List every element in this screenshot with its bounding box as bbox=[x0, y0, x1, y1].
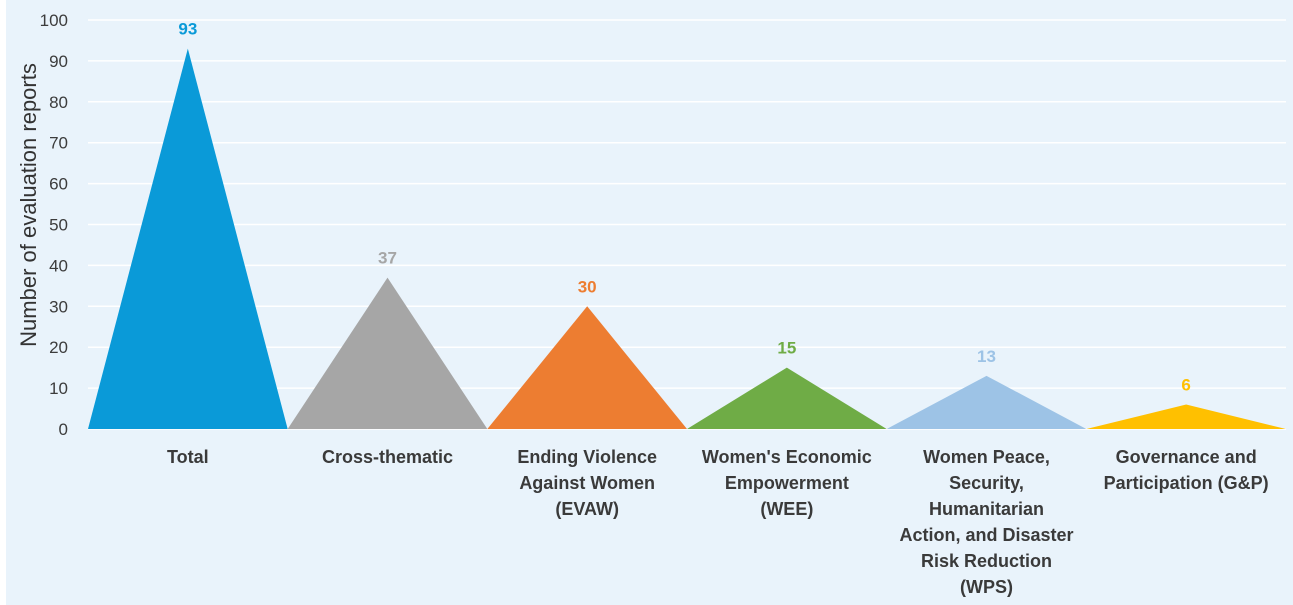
y-axis-title: Number of evaluation reports bbox=[16, 63, 41, 347]
data-label: 30 bbox=[578, 277, 597, 296]
y-tick-label: 10 bbox=[49, 379, 68, 398]
chart-area: 0 10 20 30 40 50 60 70 80 90 100 Number of evaluat… bbox=[6, 0, 1293, 605]
bar-mark bbox=[1086, 404, 1286, 429]
y-tick-label: 0 bbox=[59, 420, 68, 439]
category-label: Ending Violence Against Women (EVAW) bbox=[517, 447, 657, 519]
y-axis-ticks: 0 10 20 30 40 50 60 70 80 90 100 bbox=[40, 11, 68, 439]
bar-mark bbox=[287, 277, 488, 429]
data-label: 15 bbox=[777, 339, 796, 358]
y-tick-label: 90 bbox=[49, 52, 68, 71]
bar-mark bbox=[487, 306, 687, 429]
category-label: Women Peace, Security, Humanitarian Action,… bbox=[899, 447, 1073, 597]
data-label: 6 bbox=[1181, 375, 1190, 394]
y-tick-label: 70 bbox=[49, 134, 68, 153]
y-tick-label: 30 bbox=[49, 297, 68, 316]
y-tick-label: 60 bbox=[49, 175, 68, 194]
y-tick-label: 40 bbox=[49, 256, 68, 275]
category-labels: Total Cross-thematic Ending Violence Agains… bbox=[167, 447, 1269, 597]
y-tick-label: 100 bbox=[40, 11, 68, 30]
triangle-bar-chart: 0 10 20 30 40 50 60 70 80 90 100 Number of evaluat… bbox=[16, 11, 1286, 597]
bar-mark bbox=[687, 367, 887, 429]
y-tick-label: 50 bbox=[49, 216, 68, 235]
category-label: Cross-thematic bbox=[322, 447, 453, 467]
data-labels: 93 37 30 15 13 6 bbox=[178, 20, 1191, 395]
category-label: Total bbox=[167, 447, 209, 467]
category-label: Governance and Participation (G&P) bbox=[1104, 447, 1269, 493]
data-label: 37 bbox=[378, 249, 397, 268]
bar-marks bbox=[88, 48, 1286, 429]
gridlines bbox=[88, 19, 1286, 430]
y-tick-label: 80 bbox=[49, 93, 68, 112]
data-label: 93 bbox=[178, 20, 197, 39]
bar-mark bbox=[88, 48, 288, 429]
data-label: 13 bbox=[977, 347, 996, 366]
y-tick-label: 20 bbox=[49, 338, 68, 357]
category-label: Women's Economic Empowerment (WEE) bbox=[702, 447, 872, 519]
bar-mark bbox=[886, 375, 1087, 429]
